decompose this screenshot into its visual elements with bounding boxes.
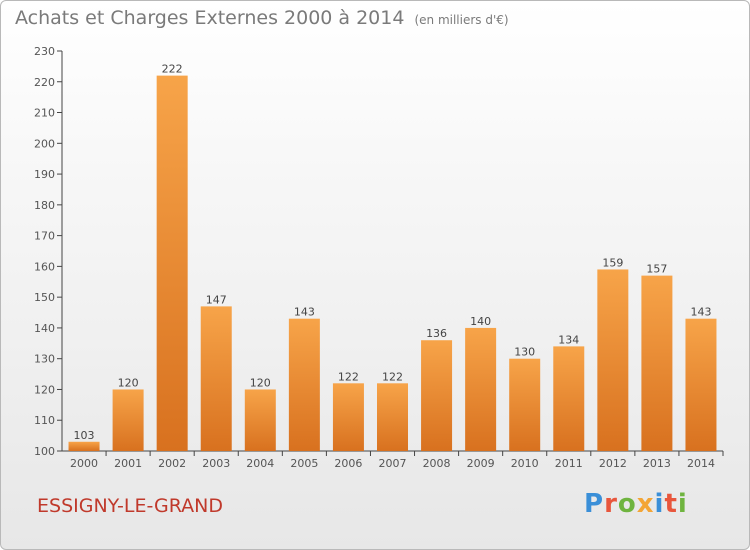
bar-value-label: 222 xyxy=(162,63,183,76)
bar-value-label: 143 xyxy=(294,306,315,319)
x-tick-label: 2009 xyxy=(467,457,495,470)
y-tick-label: 170 xyxy=(34,230,55,243)
bar-value-label: 122 xyxy=(382,370,403,383)
bar-2004 xyxy=(244,389,276,451)
bar-value-label: 120 xyxy=(118,376,139,389)
bar-value-label: 122 xyxy=(338,370,359,383)
y-tick-label: 190 xyxy=(34,168,55,181)
bar-value-label: 140 xyxy=(470,315,491,328)
bar-value-label: 159 xyxy=(602,256,623,269)
logo-letter: i xyxy=(677,489,688,519)
y-tick-label: 110 xyxy=(34,414,55,427)
bar-value-label: 143 xyxy=(690,306,711,319)
y-tick-label: 140 xyxy=(34,322,55,335)
bar-2006 xyxy=(332,383,364,451)
bar-value-label: 134 xyxy=(558,333,579,346)
x-tick-label: 2010 xyxy=(511,457,539,470)
bar-value-label: 120 xyxy=(250,376,271,389)
bar-2000 xyxy=(68,441,100,451)
bar-2001 xyxy=(112,389,144,451)
y-tick-label: 210 xyxy=(34,107,55,120)
logo-letter: t xyxy=(664,489,678,519)
bar-2008 xyxy=(421,340,453,451)
y-tick-label: 160 xyxy=(34,260,55,273)
bar-2010 xyxy=(509,358,541,451)
chart-unit-note: (en milliers d'€) xyxy=(414,13,509,27)
x-tick-label: 2000 xyxy=(70,457,98,470)
bar-value-label: 103 xyxy=(74,429,95,442)
bar-2014 xyxy=(685,318,717,451)
bar-2012 xyxy=(597,269,629,451)
y-tick-label: 120 xyxy=(34,383,55,396)
y-tick-label: 150 xyxy=(34,291,55,304)
x-tick-label: 2005 xyxy=(290,457,318,470)
x-tick-label: 2003 xyxy=(202,457,230,470)
bar-2013 xyxy=(641,275,673,451)
x-tick-label: 2001 xyxy=(114,457,142,470)
x-tick-label: 2006 xyxy=(334,457,362,470)
bar-value-label: 147 xyxy=(206,293,227,306)
bar-value-label: 136 xyxy=(426,327,447,340)
logo-letter: r xyxy=(604,489,618,519)
x-tick-label: 2014 xyxy=(687,457,715,470)
y-tick-label: 180 xyxy=(34,199,55,212)
bar-2009 xyxy=(465,327,497,451)
y-tick-label: 200 xyxy=(34,137,55,150)
chart-title-text: Achats et Charges Externes 2000 à 2014 xyxy=(15,7,405,29)
logo-letter: P xyxy=(584,489,605,519)
location-label: ESSIGNY-LE-GRAND xyxy=(37,495,224,517)
y-tick-label: 230 xyxy=(34,45,55,58)
proxiti-logo[interactable]: Proxiti xyxy=(584,489,688,519)
bar-2011 xyxy=(553,346,585,451)
logo-letter: o xyxy=(617,489,637,519)
bar-value-label: 157 xyxy=(646,263,667,276)
x-tick-label: 2011 xyxy=(555,457,583,470)
bars: 103 120 222 147 120 143 122 122 136 140 130 134 159 1… xyxy=(68,63,717,451)
chart-title: Achats et Charges Externes 2000 à 2014 (e… xyxy=(15,7,509,29)
x-tick-label: 2008 xyxy=(423,457,451,470)
bar-2002 xyxy=(156,75,188,451)
bar-2003 xyxy=(200,306,232,451)
x-tick-label: 2007 xyxy=(379,457,407,470)
bar-value-label: 130 xyxy=(514,346,535,359)
logo-letter: i xyxy=(654,489,665,519)
logo-letter: x xyxy=(636,489,655,519)
bar-2005 xyxy=(288,318,320,451)
y-tick-label: 220 xyxy=(34,76,55,89)
x-tick-label: 2002 xyxy=(158,457,186,470)
x-tick-label: 2004 xyxy=(246,457,274,470)
x-tick-label: 2012 xyxy=(599,457,627,470)
x-tick-label: 2013 xyxy=(643,457,671,470)
bar-2007 xyxy=(377,383,408,451)
y-tick-label: 130 xyxy=(34,353,55,366)
y-tick-label: 100 xyxy=(34,445,55,458)
